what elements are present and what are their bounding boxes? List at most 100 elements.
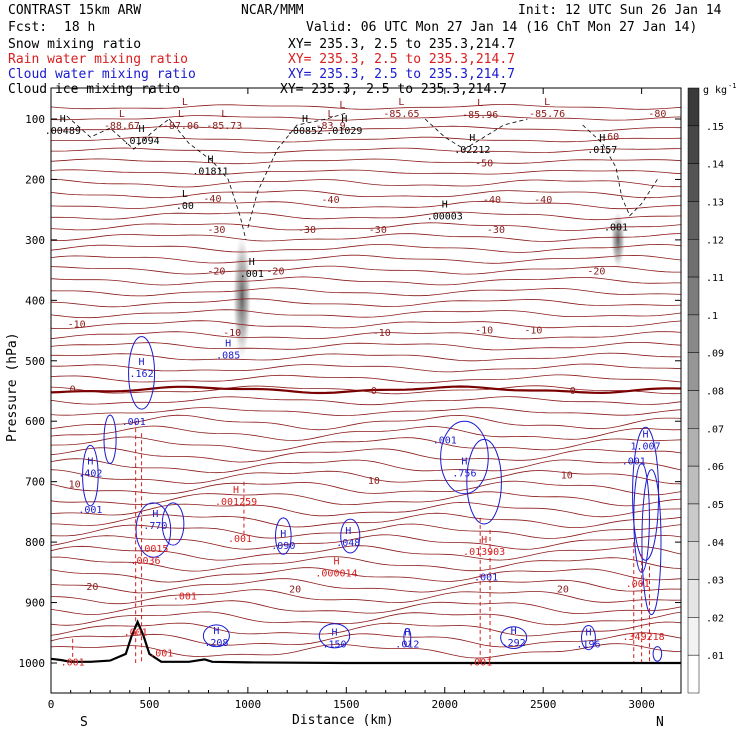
- extremum-marker: L: [544, 97, 550, 108]
- extremum-value-label: .00: [176, 201, 194, 212]
- y-axis-label: Pressure (hPa): [5, 332, 20, 442]
- temperature-contour: [51, 158, 681, 165]
- colorbar-tick-label: .05: [706, 500, 724, 511]
- temperature-contour: [51, 363, 681, 373]
- colorbar-tick-label: .03: [706, 576, 724, 587]
- colorbar-swatch: [687, 201, 700, 240]
- colorbar-tick-label: .02: [706, 613, 724, 624]
- extremum-value-label: -85.76: [529, 109, 565, 120]
- isotherm-label: 20: [289, 585, 301, 596]
- colorbar-tick-label: .07: [706, 424, 724, 435]
- extremum-value-label: -85.73: [206, 121, 242, 132]
- colorbar-tick-label: .06: [706, 462, 724, 473]
- extremum-value-label: -88.67: [104, 121, 140, 132]
- x-tick-label: 1000: [235, 698, 262, 711]
- isotherm-label: -10: [223, 328, 241, 339]
- field-cloudwater-name: Cloud water mixing ratio: [8, 67, 196, 82]
- isotherm-label: 20: [86, 582, 98, 593]
- extremum-value-label: .00489: [45, 126, 81, 137]
- y-tick-label: 600: [25, 415, 45, 428]
- extremum-marker: H: [152, 509, 158, 520]
- extremum-value-label: .00852: [287, 126, 323, 137]
- temperature-contour: [51, 632, 681, 648]
- x-tick-label: 2000: [432, 698, 459, 711]
- extremum-marker: H: [345, 526, 351, 537]
- isotherm-label: -10: [373, 328, 391, 339]
- isotherm-label: -10: [524, 325, 542, 336]
- colorbar-swatch: [687, 617, 700, 656]
- extremum-value-label: .001: [433, 435, 457, 446]
- extremum-marker: H: [442, 200, 448, 211]
- colorbar-swatch: [687, 503, 700, 542]
- colorbar-swatch: [687, 163, 700, 202]
- isotherm-label: -50: [475, 159, 493, 170]
- colorbar-tick-label: .11: [706, 273, 724, 284]
- extremum-value-label: .00003: [427, 212, 463, 223]
- temperature-contour: [51, 643, 681, 659]
- extremum-value-label: .402: [78, 469, 102, 480]
- isotherm-label: -10: [475, 325, 493, 336]
- cloud-ice-contour: [247, 112, 347, 228]
- extremum-value-label: .292: [502, 638, 526, 649]
- isotherm-label: -60: [601, 132, 619, 143]
- cloud-water-contour: [82, 444, 99, 507]
- temperature-contour: [51, 447, 681, 463]
- cloud-water-contour: [466, 438, 502, 525]
- temperature-contour: [51, 298, 681, 308]
- y-tick-label: 500: [25, 355, 45, 368]
- init-time: Init: 12 UTC Sun 26 Jan 14: [518, 3, 722, 18]
- temperature-contour: [51, 254, 681, 264]
- temperature-contour: [51, 534, 681, 550]
- colorbar-swatch: [687, 390, 700, 429]
- colorbar-tick-label: .04: [706, 538, 724, 549]
- temperature-contour: [51, 222, 681, 232]
- colorbar-tick-label: .12: [706, 235, 724, 246]
- extremum-value-label: .001: [149, 649, 173, 660]
- temperature-contour: [51, 385, 681, 395]
- zero-isotherm: [51, 385, 681, 395]
- extremum-value-label: .0015: [138, 544, 168, 555]
- valid-time: Valid: 06 UTC Mon 27 Jan 14 (16 ChT Mon …: [306, 20, 697, 35]
- temperature-contour: [51, 190, 681, 199]
- isotherm-label: 20: [557, 585, 569, 596]
- temperature-contour: [51, 600, 681, 616]
- cloud-water-contour: [440, 420, 489, 495]
- isotherm-label: -40: [322, 195, 340, 206]
- colorbar-tick-label: .15: [706, 122, 724, 133]
- cloud-water-contour: [403, 628, 412, 648]
- extremum-marker: H: [213, 626, 219, 637]
- y-tick-label: 400: [25, 294, 45, 307]
- extremum-marker: H: [249, 257, 255, 268]
- extremum-value-label: .01094: [124, 136, 160, 147]
- temperature-contour: [51, 115, 681, 121]
- extremum-marker: H: [333, 556, 339, 567]
- extremum-value-label: .349218: [623, 632, 665, 643]
- temperature-contour: [51, 169, 681, 176]
- extremum-value-label: .000014: [315, 568, 357, 579]
- extremum-value-label: -87.06: [163, 121, 199, 132]
- temperature-contour: [51, 200, 681, 210]
- colorbar-tick-label: .09: [706, 349, 724, 360]
- org-label: NCAR/MMM: [241, 3, 304, 18]
- colorbar-swatch: [687, 276, 700, 316]
- extremum-value-label: .01029: [326, 126, 362, 137]
- model-title: CONTRAST 15km ARW: [8, 3, 141, 18]
- extremum-marker: H: [469, 133, 475, 144]
- extremum-marker: H: [511, 626, 517, 637]
- extremum-marker: L: [477, 98, 483, 109]
- temperature-contour: [51, 611, 681, 626]
- x-tick-label: 3000: [628, 698, 655, 711]
- temperature-contour: [51, 309, 681, 319]
- temperature-contour: [51, 621, 681, 637]
- temperature-contour: [51, 396, 681, 406]
- temperature-contour: [51, 320, 681, 329]
- extremum-marker: L: [178, 109, 184, 120]
- isotherm-label: -30: [298, 225, 316, 236]
- temperature-contour: [51, 491, 681, 507]
- extremum-value-label: 1.007: [631, 441, 661, 452]
- temperature-contour: [51, 331, 681, 340]
- extremum-marker: H: [643, 429, 649, 440]
- isotherm-label: 10: [561, 470, 573, 481]
- isotherm-label: 0: [570, 386, 576, 397]
- isotherm-label: -20: [266, 267, 284, 278]
